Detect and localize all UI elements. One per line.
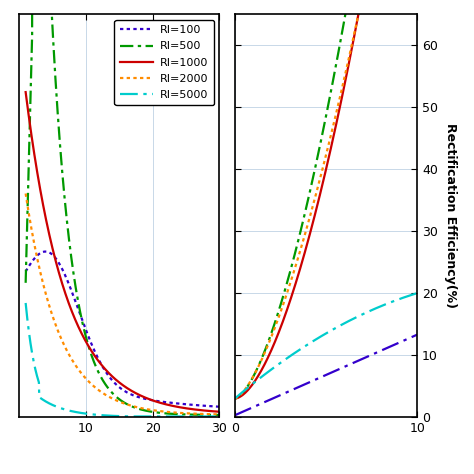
RI=100 [23, 269, 28, 274]
RI=500 [23, 280, 28, 286]
RI=5000 [153, 414, 158, 419]
Line: RI=2000: RI=2000 [26, 193, 219, 414]
RI=5000 [110, 413, 116, 419]
RI=2000 [73, 363, 78, 368]
RI=2000 [110, 396, 116, 402]
RI=100 [137, 395, 143, 401]
RI=500 [137, 406, 143, 412]
RI=100 [169, 400, 175, 406]
RI=100 [153, 398, 158, 403]
RI=2000 [137, 405, 143, 410]
RI=1000 [137, 392, 143, 398]
RI=1000 [217, 409, 222, 415]
RI=2000 [57, 333, 63, 338]
RI=5000 [57, 405, 63, 411]
RI=5000 [217, 414, 222, 419]
Line: RI=500: RI=500 [26, 0, 219, 415]
RI=100 [217, 404, 222, 410]
RI=5000 [128, 414, 133, 419]
RI=1000 [110, 374, 116, 380]
RI=1000 [169, 403, 174, 409]
RI=2000 [217, 411, 222, 417]
RI=2000 [169, 410, 174, 415]
RI=5000 [23, 300, 28, 306]
RI=2000 [152, 408, 158, 413]
RI=500 [217, 412, 222, 418]
RI=1000 [152, 398, 158, 404]
RI=1000 [23, 89, 28, 95]
Line: RI=100: RI=100 [26, 252, 219, 407]
RI=100 [73, 300, 79, 305]
RI=500 [111, 392, 117, 397]
RI=500 [73, 285, 79, 291]
RI=5000 [73, 409, 78, 415]
RI=100 [111, 379, 117, 385]
RI=100 [57, 263, 63, 268]
Line: RI=1000: RI=1000 [26, 92, 219, 412]
RI=1000 [73, 318, 78, 323]
RI=5000 [137, 414, 143, 419]
RI=500 [153, 410, 158, 415]
RI=500 [57, 146, 63, 151]
Line: RI=5000: RI=5000 [26, 303, 219, 417]
RI=5000 [169, 414, 175, 419]
Legend: RI=100, RI=500, RI=1000, RI=2000, RI=5000: RI=100, RI=500, RI=1000, RI=2000, RI=500… [114, 20, 214, 105]
RI=1000 [57, 273, 63, 279]
RI=100 [43, 249, 48, 255]
RI=500 [169, 411, 175, 417]
Y-axis label: Rectification Efficiency(%): Rectification Efficiency(%) [445, 123, 457, 308]
RI=2000 [23, 191, 28, 196]
